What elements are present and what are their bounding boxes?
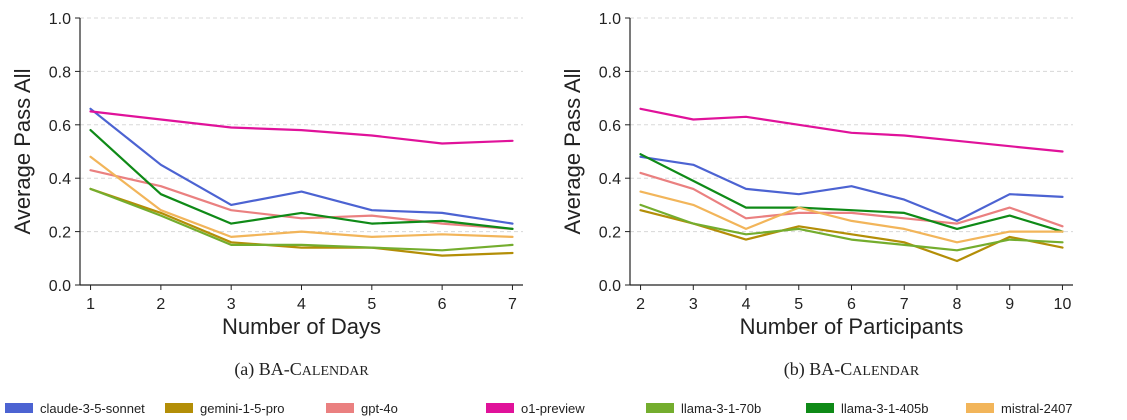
- y-tick-label: 0.2: [49, 225, 71, 242]
- chart-caption: (a) BA-CALENDAR: [234, 359, 369, 380]
- x-tick-label: 6: [438, 296, 447, 313]
- legend-swatch-o1-preview: [486, 403, 514, 413]
- series-line-o1-preview: [89, 110, 514, 145]
- y-tick-label: 0.2: [599, 225, 621, 242]
- series-line-claude-3-5-sonnet: [639, 155, 1064, 222]
- x-tick-label: 7: [900, 296, 909, 313]
- series-line-gpt-4o: [89, 169, 514, 230]
- y-tick-label: 0.8: [49, 64, 71, 81]
- x-tick-label: 9: [1005, 296, 1014, 313]
- y-tick-label: 0.0: [599, 278, 621, 295]
- x-tick-label: 1: [86, 296, 95, 313]
- x-tick-label: 5: [367, 296, 376, 313]
- series-line-llama-3-1-70b: [89, 187, 514, 252]
- x-tick-label: 2: [156, 296, 165, 313]
- x-axis-label: Number of Days: [222, 314, 381, 339]
- y-axis-label: Average Pass All: [560, 69, 585, 235]
- caption-smallcaps: ALENDAR: [302, 364, 370, 379]
- legend-label-gemini-1-5-pro: gemini-1-5-pro: [200, 401, 285, 416]
- series-line-llama-3-1-405b: [639, 153, 1064, 233]
- legend-swatch-llama-3-1-405b: [806, 403, 834, 413]
- y-tick-label: 0.4: [599, 171, 621, 188]
- x-axis-label: Number of Participants: [740, 314, 964, 339]
- series-line-gemini-1-5-pro: [89, 187, 514, 257]
- series-line-llama-3-1-405b: [89, 129, 514, 230]
- x-tick-label: 8: [953, 296, 962, 313]
- series-line-mistral-2407: [639, 190, 1064, 244]
- legend-label-gpt-4o: gpt-4o: [361, 401, 398, 416]
- legend-swatch-gemini-1-5-pro: [165, 403, 193, 413]
- legend-label-claude-3-5-sonnet: claude-3-5-sonnet: [40, 401, 145, 416]
- y-tick-label: 0.0: [49, 278, 71, 295]
- x-tick-label: 2: [636, 296, 645, 313]
- series-line-o1-preview: [639, 107, 1064, 153]
- chart-caption: (b) BA-CALENDAR: [784, 359, 920, 380]
- caption-smallcaps: ALENDAR: [852, 364, 920, 379]
- legend-label-llama-3-1-70b: llama-3-1-70b: [681, 401, 761, 416]
- series-line-gemini-1-5-pro: [639, 209, 1064, 263]
- series-line-gpt-4o: [639, 171, 1064, 228]
- legend-label-o1-preview: o1-preview: [521, 401, 585, 416]
- legend-swatch-mistral-2407: [966, 403, 994, 413]
- x-tick-label: 7: [508, 296, 517, 313]
- x-tick-label: 6: [847, 296, 856, 313]
- x-tick-label: 4: [297, 296, 306, 313]
- legend-swatch-llama-3-1-70b: [646, 403, 674, 413]
- chart-b: 0.0 0.2 0.4 0.6 0.8 1.0 2 3 4 5 6 7 8 9 10 Number of Pa…: [560, 11, 1073, 380]
- y-axis-label: Average Pass All: [10, 69, 35, 235]
- y-tick-label: 0.4: [49, 171, 71, 188]
- chart-a: 0.0 0.2 0.4 0.6 0.8 1.0 1 2 3 4 5 6 7 Number of Days A…: [10, 11, 523, 380]
- legend-label-llama-3-1-405b: llama-3-1-405b: [841, 401, 928, 416]
- legend-swatch-gpt-4o: [326, 403, 354, 413]
- series-line-mistral-2407: [89, 155, 514, 238]
- caption-prefix: (b) BA-C: [784, 359, 853, 380]
- legend-swatch-claude-3-5-sonnet: [5, 403, 33, 413]
- y-tick-label: 1.0: [49, 11, 71, 28]
- series-line-llama-3-1-70b: [639, 203, 1064, 252]
- x-tick-label: 4: [742, 296, 751, 313]
- caption-prefix: (a) BA-C: [234, 359, 301, 380]
- x-tick-label: 5: [794, 296, 803, 313]
- series-line-claude-3-5-sonnet: [89, 107, 514, 225]
- x-tick-label: 3: [227, 296, 236, 313]
- legend: claude-3-5-sonnet gemini-1-5-pro gpt-4o o1-…: [5, 401, 1073, 416]
- y-tick-label: 1.0: [599, 11, 621, 28]
- legend-label-mistral-2407: mistral-2407: [1001, 401, 1073, 416]
- x-tick-label: 10: [1054, 296, 1072, 313]
- x-tick-label: 3: [689, 296, 698, 313]
- y-tick-label: 0.6: [49, 118, 71, 135]
- y-tick-label: 0.6: [599, 118, 621, 135]
- y-tick-label: 0.8: [599, 64, 621, 81]
